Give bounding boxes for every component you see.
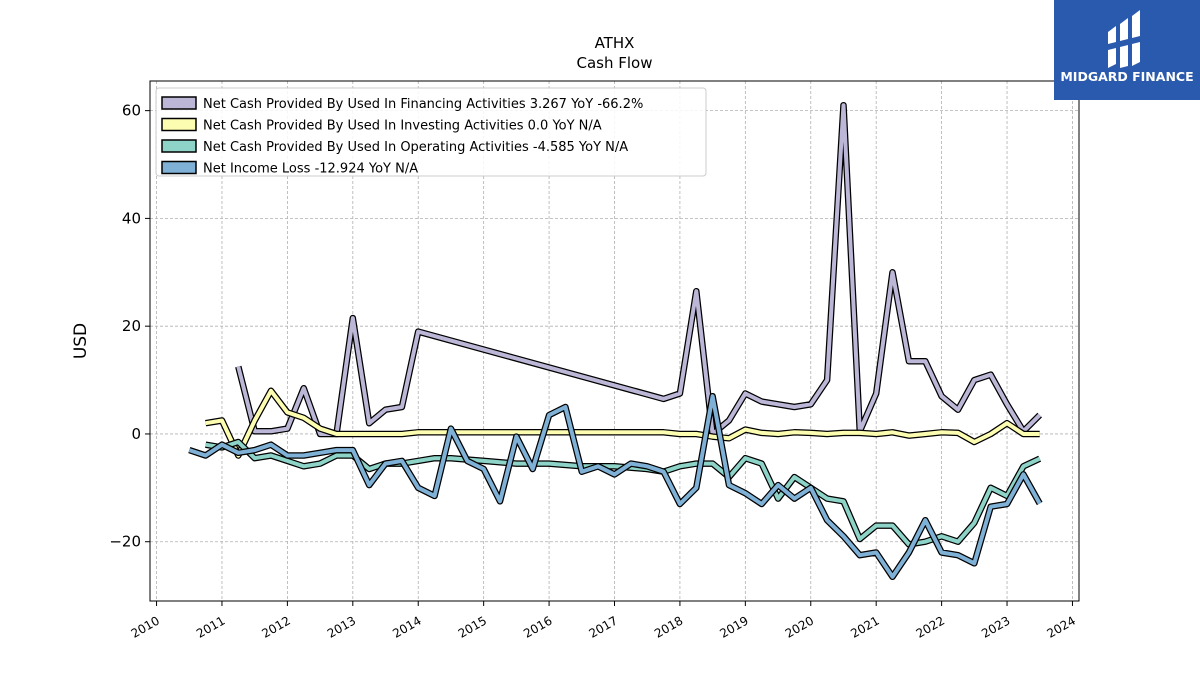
y-tick-label: −20 (109, 533, 141, 551)
chart-subtitle: Cash Flow (577, 54, 653, 72)
logo-text: MIDGARD FINANCE (1060, 69, 1194, 84)
x-tick-label: 2018 (652, 613, 685, 640)
x-tick-label: 2016 (521, 613, 554, 640)
brand-logo: MIDGARD FINANCE (1054, 0, 1200, 100)
legend-entry: Net Income Loss -12.924 YoY N/A (203, 162, 418, 177)
legend-swatch (161, 96, 197, 110)
series-line-outline (205, 387, 1040, 459)
y-axis-label: USD (71, 323, 91, 359)
legend-entry: Net Cash Provided By Used In Financing A… (203, 97, 643, 112)
legend-box (155, 87, 707, 177)
x-tick-label: 2013 (325, 613, 358, 640)
x-tick-label: 2014 (390, 613, 423, 640)
legend-swatch (161, 139, 197, 153)
x-tick-label: 2021 (848, 613, 881, 640)
legend: Net Cash Provided By Used In Financing A… (155, 87, 707, 177)
series-4 (188, 392, 1043, 581)
y-tick-label: 60 (122, 102, 141, 120)
x-tick-label: 2017 (587, 613, 620, 640)
legend-entry: Net Cash Provided By Used In Investing A… (203, 119, 602, 134)
x-tick-label: 2024 (1045, 613, 1078, 640)
midgard-logo-icon (1102, 10, 1152, 72)
x-tick-label: 2011 (194, 613, 227, 640)
legend-swatch (161, 160, 197, 175)
series-line (205, 388, 1040, 458)
x-tick-label: 2022 (914, 613, 947, 640)
series-line (205, 440, 1041, 547)
series-layer (188, 101, 1043, 581)
chart-title: ATHX (595, 34, 635, 52)
x-tick-label: 2019 (717, 613, 750, 640)
legend-entry: Net Cash Provided By Used In Operating A… (203, 140, 628, 155)
x-tick-label: 2012 (259, 613, 292, 640)
x-tick-label: 2023 (979, 613, 1012, 640)
x-tick-label: 2015 (456, 613, 489, 640)
legend-swatch (161, 117, 197, 132)
y-tick-label: 40 (122, 209, 141, 227)
series-3 (205, 438, 1042, 548)
series-line (188, 394, 1042, 579)
x-tick-label: 2020 (783, 613, 816, 640)
x-tick-label: 2010 (129, 613, 162, 640)
y-tick-label: 20 (122, 317, 141, 335)
y-tick-label: 0 (131, 425, 141, 443)
series-2 (205, 387, 1040, 459)
